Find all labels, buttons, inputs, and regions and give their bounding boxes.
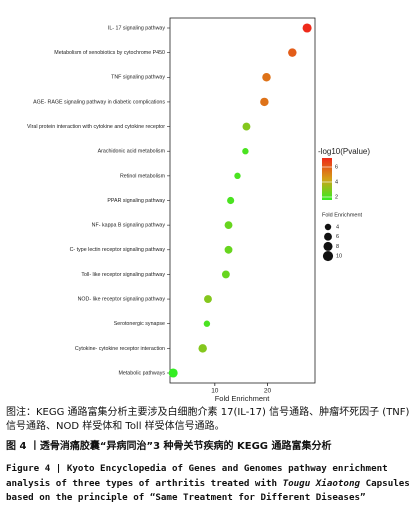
bubble [234,172,241,180]
colorbar-title: -log10(Pvalue) [318,147,370,156]
bubble [198,344,207,353]
size-legend-label: 8 [336,244,339,250]
y-tick-label: Serotonergic synapse [114,321,165,327]
y-tick-label: C- type lectin receptor signaling pathwa… [70,247,166,253]
y-tick-label: Arachidonic acid metabolism [98,149,166,155]
y-tick-label: Metabolism of xenobiotics by cytochrome … [54,50,165,56]
x-axis-label: Fold Enrichment [215,394,271,403]
colorbar-tick-label: 4 [335,179,338,185]
caption-text: Figure 4 | Kyoto Encyclopedia of Genes a… [6,463,388,489]
bubble [262,73,271,82]
bubble [242,122,251,131]
y-tick-label: AGE- RAGE signaling pathway in diabetic … [33,99,165,105]
bubble [260,97,269,107]
y-tick-label: Retinol metabolism [120,173,166,179]
caption-title-en: Figure 4 | Kyoto Encyclopedia of Genes a… [6,462,410,506]
colorbar-tick-label: 2 [335,194,338,200]
bubble [168,368,178,378]
y-tick-label: NOD- like receptor signaling pathway [78,296,166,302]
bubble [221,270,230,279]
y-tick-label: Viral protein interaction with cytokine … [27,124,165,130]
x-tick-label: 20 [264,388,272,395]
caption-italic: Tougu Xiaotong [282,477,361,489]
bubble [204,295,212,303]
bubble [224,221,233,230]
caption-title-cn: 图 4 丨透骨消痛胶囊“异病同治”3 种骨关节疾病的 KEGG 通路富集分析 [6,441,332,452]
y-tick-label: Cytokine- cytokine receptor interaction [75,346,165,352]
bubble [227,196,235,205]
size-legend-label: 4 [336,224,339,230]
y-tick-label: Metabolic pathways [118,370,165,376]
bubble [302,23,312,33]
bubble [224,245,233,254]
y-tick-label: PPAR signaling pathway [107,198,165,204]
size-legend-label: 10 [336,254,342,260]
size-legend-dot [323,241,333,251]
caption-note: 图注：KEGG 通路富集分析主要涉及白细胞介素 17(IL-17) 信号通路、肿… [6,407,410,432]
size-legend-dot [324,223,332,231]
caption-text: Capsules based on the principle of “Same… [6,477,410,504]
size-legend-title: Fold Enrichment [322,212,363,218]
bubble [242,148,249,155]
y-tick-label: NF- kappa B signaling pathway [92,223,166,229]
size-legend-dot [324,232,332,241]
size-legend-dot [322,251,334,262]
y-tick-label: IL- 17 signaling pathway [108,25,165,31]
colorbar [322,158,332,200]
plot-frame [169,17,316,384]
y-tick-label: TNF signaling pathway [111,75,165,81]
bubble [203,320,211,327]
x-tick-label: 10 [211,388,219,395]
y-tick-label: Toll- like receptor signaling pathway [81,272,165,278]
bubble [288,48,297,57]
size-legend-label: 6 [336,234,339,240]
colorbar-tick-label: 6 [335,164,338,170]
chart: Fold Enrichment -log10(Pvalue) Fold Enri… [27,17,370,403]
